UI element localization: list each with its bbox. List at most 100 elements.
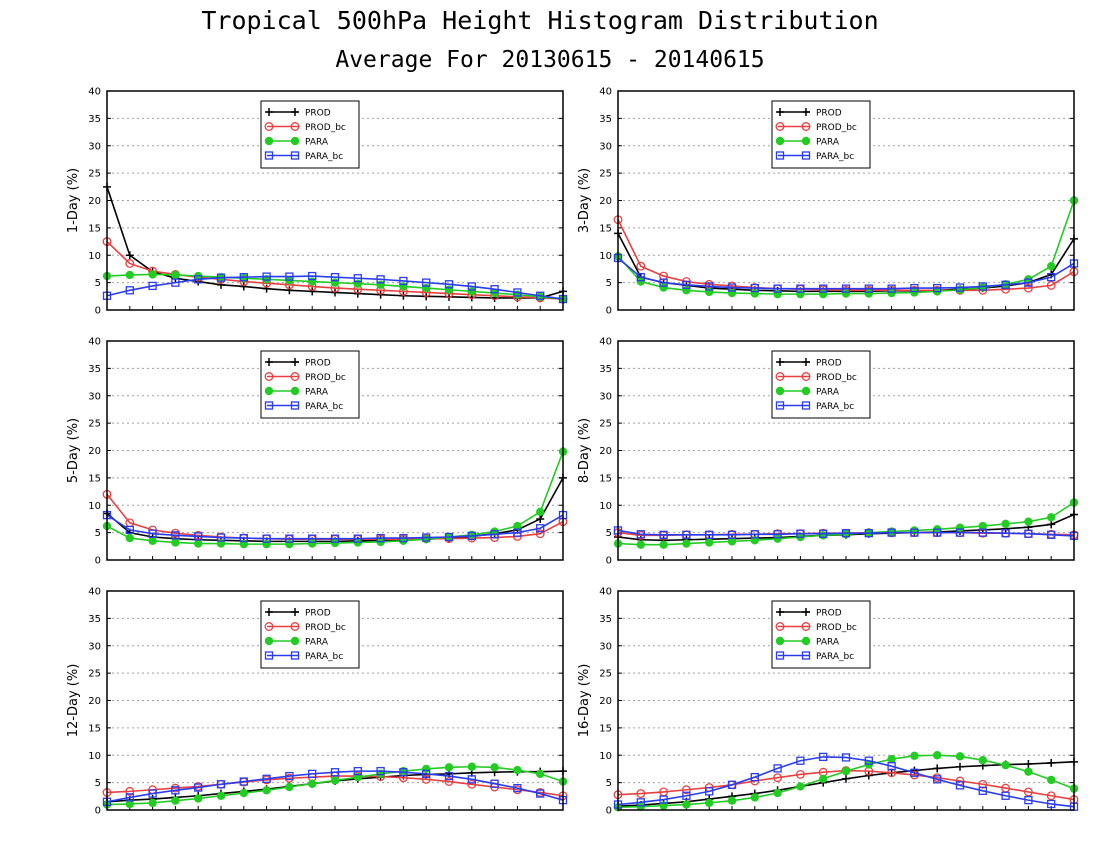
legend-label: PARA_bc (816, 652, 854, 662)
data-point-para-bc (1001, 791, 1010, 800)
legend-marker (775, 136, 785, 146)
data-point-para (513, 521, 522, 531)
data-point-para (1024, 767, 1033, 776)
data-point-para (841, 289, 851, 298)
data-point-para (682, 800, 691, 809)
legend-label: PARA_bc (305, 652, 343, 662)
legend: PROD PROD_bc PARA PARA_bc (771, 100, 871, 169)
data-point-para-bc (171, 786, 180, 795)
data-point-para (194, 539, 203, 548)
legend-marker (264, 372, 274, 381)
plot-frame (106, 340, 564, 561)
data-point-para (933, 751, 942, 760)
data-point-para (444, 763, 454, 772)
data-point-para-bc (239, 272, 248, 282)
data-point-para-bc (194, 275, 203, 284)
legend-label: PARA_bc (816, 152, 854, 162)
legend-label: PROD_bc (305, 123, 346, 133)
data-point-para-bc (955, 528, 965, 537)
data-point-para-bc (513, 288, 522, 297)
legend-label: PARA (305, 638, 329, 648)
legend-entry-para: PARA (775, 136, 840, 148)
data-point-para (750, 793, 759, 802)
data-point-para-bc (1047, 799, 1056, 809)
data-point-para-bc (399, 533, 408, 543)
legend-label: PROD (816, 109, 842, 119)
legend-entry-para-bc: PARA_bc (264, 151, 343, 162)
data-point-para-bc (536, 789, 545, 798)
legend: PROD PROD_bc PARA PARA_bc (260, 100, 360, 169)
y-tick-label: 0 (606, 306, 612, 317)
legend-label: PROD_bc (305, 373, 346, 383)
legend-entry-prod-bc: PROD_bc (775, 122, 857, 133)
legend-entry-prod: PROD (265, 608, 331, 619)
data-point-para-bc (1024, 529, 1033, 538)
y-tick-label: 20 (88, 446, 101, 457)
y-axis-label: 16-Day (%) (577, 664, 592, 738)
data-point-para (773, 788, 782, 798)
data-point-para (125, 270, 134, 280)
data-point-para (308, 539, 317, 548)
legend: PROD PROD_bc PARA PARA_bc (260, 350, 360, 419)
data-point-para-bc (399, 768, 408, 777)
data-point-prod-bc (681, 785, 691, 795)
legend-marker (775, 622, 785, 631)
legend-entry-prod-bc: PROD_bc (264, 372, 346, 383)
data-point-para-bc (773, 284, 782, 293)
data-point-para-bc (727, 283, 737, 292)
data-point-para-bc (376, 766, 385, 776)
legend-marker (801, 151, 811, 160)
data-point-para (978, 755, 987, 765)
data-point-para-bc (727, 780, 737, 789)
panel-12-day: 0 5 10 15 20 25 30 35 40 12-Day (%) PROD PROD_bc PAR… (66, 587, 568, 817)
data-point-para-bc (773, 530, 782, 539)
data-point-para-bc (727, 530, 737, 539)
data-point-para-bc (422, 278, 431, 287)
legend-marker (802, 108, 810, 116)
y-axis-label: 1-Day (%) (66, 168, 81, 233)
data-point-para-bc (444, 532, 454, 542)
data-point-para-bc (750, 530, 759, 539)
y-tick-label: 20 (599, 196, 612, 207)
legend-marker (264, 136, 274, 146)
series-para-bc (613, 253, 1079, 293)
data-point-para-bc (887, 528, 896, 537)
y-tick-label: 15 (599, 473, 612, 484)
legend-label: PROD (305, 109, 331, 119)
data-point-para-bc (353, 766, 362, 776)
data-point-para-bc (490, 285, 499, 294)
data-point-para-bc (376, 533, 385, 543)
chart-subtitle: Average For 20130615 - 20140615 (335, 47, 765, 73)
legend-marker (264, 386, 274, 396)
data-point-para (841, 766, 851, 776)
y-tick-label: 30 (599, 641, 612, 652)
data-point-para (216, 791, 226, 800)
data-point-prod-bc (1046, 791, 1056, 801)
data-point-prod-bc (467, 779, 477, 789)
data-point-para (1047, 513, 1056, 522)
data-point-prod-bc (444, 777, 454, 786)
data-point-para-bc (978, 282, 987, 291)
data-point-para-bc (285, 534, 294, 543)
y-tick-label: 15 (88, 223, 101, 234)
data-point-para (659, 283, 668, 292)
legend-marker (775, 386, 785, 396)
data-point-prod (956, 762, 964, 771)
y-tick-label: 5 (95, 278, 101, 289)
data-point-para-bc (285, 771, 294, 781)
data-point-prod (125, 251, 134, 260)
data-point-para (1001, 519, 1010, 529)
data-point-para (727, 537, 737, 546)
legend-marker (264, 151, 274, 160)
y-tick-label: 30 (88, 641, 101, 652)
legend-entry-prod-bc: PROD_bc (264, 622, 346, 633)
data-point-para (636, 540, 645, 549)
legend-marker (291, 108, 299, 116)
legend-marker (290, 136, 300, 146)
data-point-para-bc (467, 775, 476, 784)
legend-entry-para: PARA (264, 386, 329, 398)
legend-marker (776, 108, 784, 116)
data-point-para-bc (955, 283, 965, 292)
data-point-prod-bc (1023, 283, 1033, 293)
data-point-para-bc (841, 284, 851, 293)
